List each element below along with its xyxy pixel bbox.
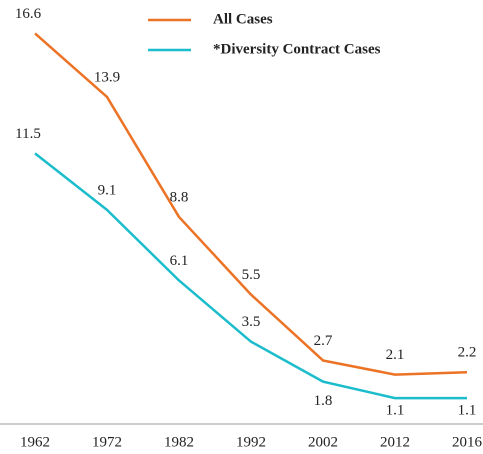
data-label: 9.1 <box>98 182 117 198</box>
legend-text: *Diversity Contract Cases <box>213 41 381 57</box>
data-label: 1.1 <box>386 403 405 419</box>
x-tick-label: 1982 <box>164 434 194 450</box>
series-line <box>34 152 467 400</box>
data-label: 16.6 <box>15 6 42 22</box>
x-tick-label: 2016 <box>452 434 483 450</box>
data-label: 1.1 <box>458 403 477 419</box>
series-line <box>34 32 468 376</box>
data-label: 13.9 <box>94 69 120 85</box>
x-tick-label: 1962 <box>20 434 50 450</box>
data-label: 2.1 <box>386 347 405 363</box>
x-tick-label: 2012 <box>380 434 410 450</box>
x-tick-label: 1992 <box>236 434 266 450</box>
data-label: 5.5 <box>242 267 261 283</box>
x-tick-label: 2002 <box>308 434 338 450</box>
data-label: 1.8 <box>314 393 333 409</box>
data-label: 2.7 <box>314 333 333 349</box>
data-label: 3.5 <box>242 314 261 330</box>
data-label: 11.5 <box>15 126 41 142</box>
data-label: 2.2 <box>458 345 477 361</box>
data-label: 8.8 <box>170 189 189 205</box>
data-label: 6.1 <box>170 253 189 269</box>
legend-text: All Cases <box>213 11 273 27</box>
x-tick-label: 1972 <box>92 434 122 450</box>
